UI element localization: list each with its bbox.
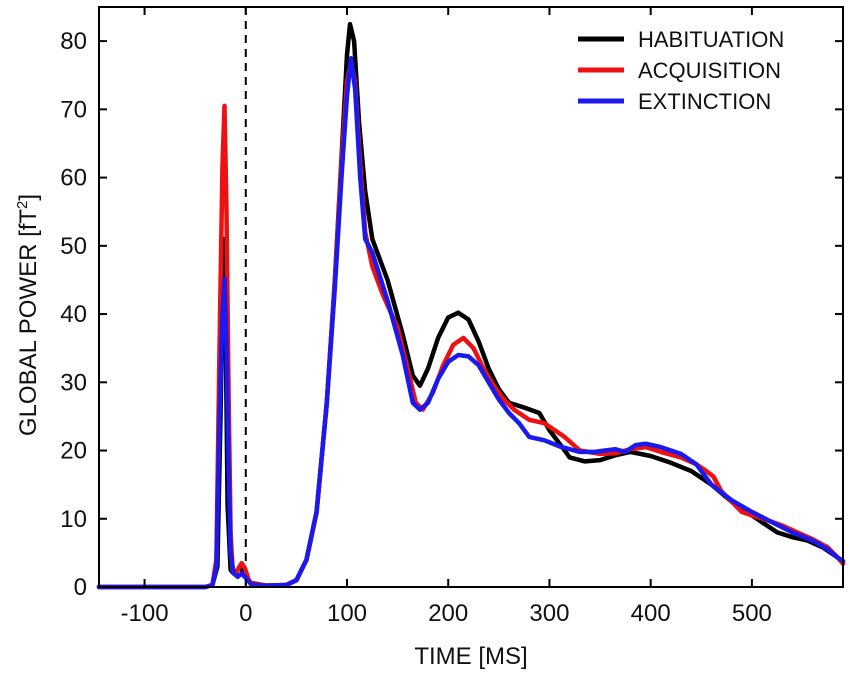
x-tick-label: 0 <box>239 600 252 627</box>
x-tick-label: 200 <box>428 600 468 627</box>
y-tick-label: 60 <box>60 165 87 192</box>
y-axis-title: GLOBAL POWER [fT2] <box>14 194 42 436</box>
y-tick-label: 0 <box>74 574 87 601</box>
x-tick-label: 300 <box>529 600 569 627</box>
x-tick-label: -100 <box>121 600 169 627</box>
y-tick-label: 80 <box>60 28 87 55</box>
x-tick-label: 100 <box>327 600 367 627</box>
series-line-extinction <box>96 55 846 590</box>
y-axis-title-suffix: ] <box>15 194 42 201</box>
x-axis-title: TIME [MS] <box>414 643 527 670</box>
legend-label-extinction: EXTINCTION <box>638 89 771 114</box>
y-tick-label: 30 <box>60 369 87 396</box>
y-tick-label: 10 <box>60 506 87 533</box>
y-tick-label: 20 <box>60 438 87 465</box>
axes: -100 0 100 200 300 400 500 0 10 20 30 40 50 60 70 80 <box>60 6 844 627</box>
legend: HABITUATION ACQUISITION EXTINCTION <box>578 27 784 114</box>
y-axis-title-superscript: 2 <box>14 201 31 209</box>
y-tick-label: 70 <box>60 96 87 123</box>
x-tick-label: 500 <box>732 600 772 627</box>
y-tick-label: 50 <box>60 233 87 260</box>
plot-frame <box>98 6 844 588</box>
legend-label-habituation: HABITUATION <box>638 27 784 52</box>
y-tick-label: 40 <box>60 301 87 328</box>
y-axis-title-main: GLOBAL POWER [fT <box>15 209 42 436</box>
legend-label-acquisition: ACQUISITION <box>638 58 781 83</box>
series-layer <box>96 7 846 590</box>
x-tick-label: 400 <box>631 600 671 627</box>
